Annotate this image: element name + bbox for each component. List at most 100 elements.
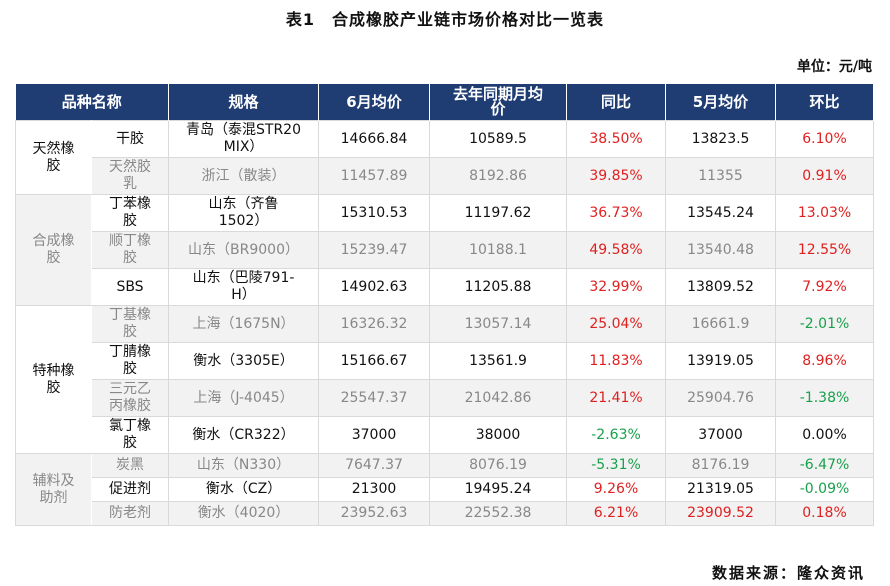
header-june: 6月均价 [318,84,431,121]
last-year-cell: 11197.62 [429,194,568,232]
may-cell: 23909.52 [665,501,777,526]
product-cell: 丁苯橡胶 [90,194,170,232]
last-year-cell: 22552.38 [429,501,568,526]
may-cell: 13545.24 [665,194,777,232]
product-cell: 干胶 [90,120,170,158]
spec-cell: 青岛（泰混STR20 MIX） [168,120,320,158]
last-year-cell: 21042.86 [429,379,568,417]
may-cell: 13919.05 [665,342,777,380]
spec-cell: 衡水（CZ） [168,477,320,502]
may-cell: 13809.52 [665,268,777,306]
last-year-cell: 19495.24 [429,477,568,502]
table-row: 氯丁橡胶 衡水（CR322） 37000 38000 -2.63% 37000 … [16,416,875,454]
header-mom: 环比 [775,84,875,121]
mom-cell: 7.92% [775,268,875,306]
yoy-cell: -2.63% [566,416,667,454]
yoy-cell: -5.31% [566,453,667,478]
mom-cell: 0.91% [775,157,875,195]
may-cell: 16661.9 [665,305,777,343]
june-cell: 23952.63 [318,501,431,526]
product-cell: 丁腈橡胶 [90,342,170,380]
product-cell: 天然胶乳 [90,157,170,195]
june-cell: 15310.53 [318,194,431,232]
mom-cell: 8.96% [775,342,875,380]
yoy-cell: 36.73% [566,194,667,232]
header-yoy: 同比 [566,84,667,121]
june-cell: 7647.37 [318,453,431,478]
product-cell: 丁基橡胶 [90,305,170,343]
spec-cell: 山东（巴陵791-H） [168,268,320,306]
may-cell: 13540.48 [665,231,777,269]
product-cell: 三元乙丙橡胶 [90,379,170,417]
category-cell: 天然橡胶 [15,120,92,195]
june-cell: 14666.84 [318,120,431,158]
last-year-cell: 38000 [429,416,568,454]
june-cell: 15166.67 [318,342,431,380]
yoy-cell: 38.50% [566,120,667,158]
spec-cell: 山东（N330） [168,453,320,478]
may-cell: 25904.76 [665,379,777,417]
table-row: 天然胶乳 浙江（散装） 11457.89 8192.86 39.85% 1135… [16,157,875,195]
spec-cell: 山东（BR9000） [168,231,320,269]
header-product: 品种名称 [15,84,170,121]
june-cell: 21300 [318,477,431,502]
spec-cell: 浙江（散装） [168,157,320,195]
table-row: 丁腈橡胶 衡水（3305E） 15166.67 13561.9 11.83% 1… [16,342,875,380]
product-cell: 促进剂 [90,477,170,502]
table-row: 促进剂 衡水（CZ） 21300 19495.24 9.26% 21319.05… [16,477,875,502]
table-row: 顺丁橡胶 山东（BR9000） 15239.47 10188.1 49.58% … [16,231,875,269]
yoy-cell: 11.83% [566,342,667,380]
yoy-cell: 21.41% [566,379,667,417]
may-cell: 21319.05 [665,477,777,502]
table-row: SBS 山东（巴陵791-H） 14902.63 11205.88 32.99%… [16,268,875,306]
table-row: 三元乙丙橡胶 上海（J-4045） 25547.37 21042.86 21.4… [16,379,875,417]
last-year-cell: 13561.9 [429,342,568,380]
unit-label: 单位：元/吨 [796,59,872,75]
spec-cell: 衡水（3305E） [168,342,320,380]
yoy-cell: 49.58% [566,231,667,269]
june-cell: 11457.89 [318,157,431,195]
spec-cell: 衡水（4020） [168,501,320,526]
spec-cell: 山东（齐鲁1502） [168,194,320,232]
price-comparison-table: 品种名称 规格 6月均价 去年同期月均价 同比 5月均价 环比 天然橡胶 干胶 … [15,84,875,526]
product-cell: 炭黑 [90,453,170,478]
june-cell: 14902.63 [318,268,431,306]
last-year-cell: 8076.19 [429,453,568,478]
category-cell: 辅料及助剂 [15,453,92,526]
last-year-cell: 10589.5 [429,120,568,158]
header-spec: 规格 [168,84,320,121]
category-cell: 特种橡胶 [15,305,92,454]
yoy-cell: 25.04% [566,305,667,343]
product-cell: 顺丁橡胶 [90,231,170,269]
spec-cell: 衡水（CR322） [168,416,320,454]
mom-cell: 0.18% [775,501,875,526]
last-year-cell: 13057.14 [429,305,568,343]
june-cell: 25547.37 [318,379,431,417]
mom-cell: -0.09% [775,477,875,502]
mom-cell: 6.10% [775,120,875,158]
june-cell: 16326.32 [318,305,431,343]
yoy-cell: 9.26% [566,477,667,502]
mom-cell: -2.01% [775,305,875,343]
last-year-cell: 11205.88 [429,268,568,306]
may-cell: 8176.19 [665,453,777,478]
yoy-cell: 39.85% [566,157,667,195]
table-row: 天然橡胶 干胶 青岛（泰混STR20 MIX） 14666.84 10589.5… [15,120,875,195]
product-cell: SBS [90,268,170,306]
mom-cell: 0.00% [775,416,875,454]
table-row: 合成橡胶 丁苯橡胶 山东（齐鲁1502） 15310.53 11197.62 3… [15,194,875,306]
june-cell: 37000 [318,416,431,454]
header-may: 5月均价 [665,84,777,121]
mom-cell: 12.55% [775,231,875,269]
table-title: 表1 合成橡胶产业链市场价格对比一览表 [285,10,605,29]
yoy-cell: 32.99% [566,268,667,306]
june-cell: 15239.47 [318,231,431,269]
header-last-year: 去年同期月均价 [429,84,568,121]
spec-cell: 上海（J-4045） [168,379,320,417]
table-row: 防老剂 衡水（4020） 23952.63 22552.38 6.21% 239… [16,501,875,526]
may-cell: 37000 [665,416,777,454]
mom-cell: -1.38% [775,379,875,417]
product-cell: 氯丁橡胶 [90,416,170,454]
last-year-cell: 8192.86 [429,157,568,195]
last-year-cell: 10188.1 [429,231,568,269]
